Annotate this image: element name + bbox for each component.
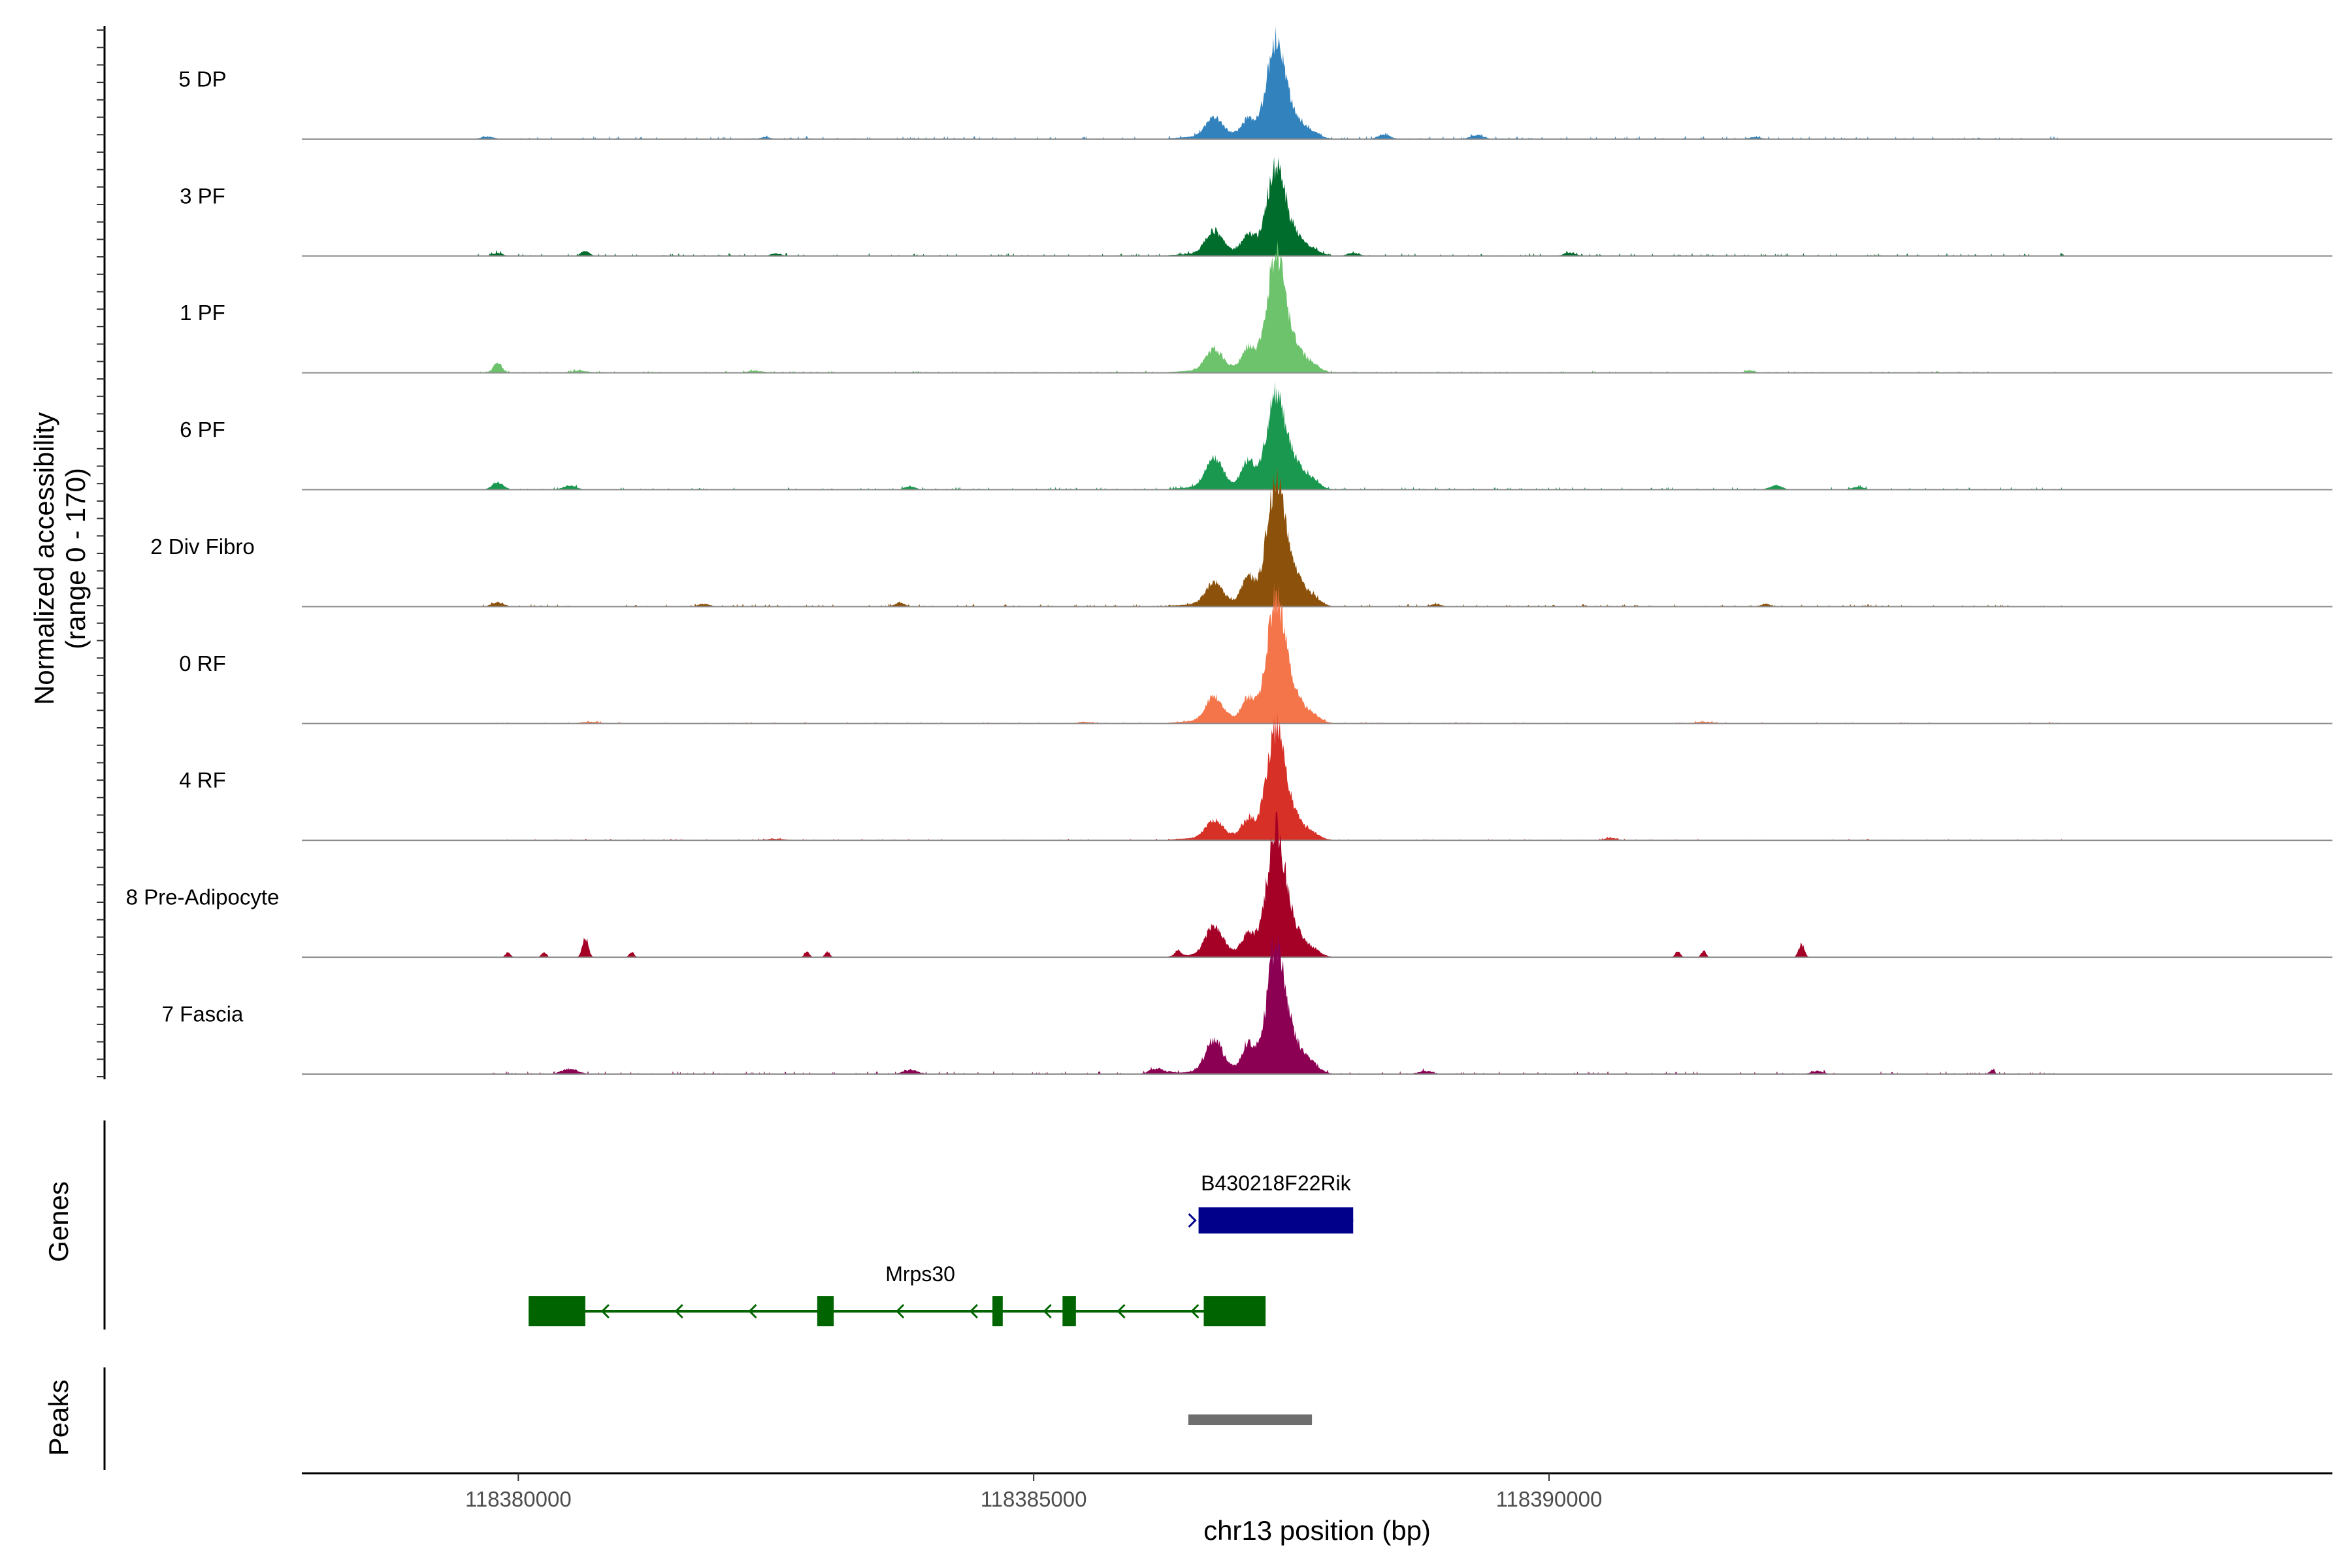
track-4-rf: 4 RF xyxy=(179,713,2332,841)
track-label: 8 Pre-Adipocyte xyxy=(126,885,280,909)
genes-panel: B430218F22Rik Mrps30 xyxy=(103,1120,1354,1330)
track-5-dp: 5 DP xyxy=(178,25,2332,140)
strand-arrow xyxy=(895,1303,905,1319)
peak-region xyxy=(1188,1414,1313,1425)
genes-panel-title: Genes xyxy=(43,1181,74,1262)
track-0-rf: 0 RF xyxy=(179,583,2332,725)
track-8-pre-adipocyte: 8 Pre-Adipocyte xyxy=(126,811,2332,958)
coverage-area xyxy=(302,713,2332,841)
track-label: 5 DP xyxy=(178,67,226,91)
y-axis-title-line1: Normalized accessibility xyxy=(29,412,59,705)
track-label: 3 PF xyxy=(180,184,225,208)
gene-label: Mrps30 xyxy=(885,1262,955,1286)
track-label: 2 Div Fibro xyxy=(150,534,255,559)
x-axis: 118380000 118385000 118390000 xyxy=(302,1472,2332,1511)
y-axis-title-line2: (range 0 - 170) xyxy=(60,468,91,649)
track-label: 1 PF xyxy=(180,301,225,325)
y-axis xyxy=(97,26,106,1079)
track-6-pf: 6 PF xyxy=(180,381,2332,491)
gene-exon xyxy=(1198,1207,1354,1233)
coverage-area xyxy=(302,156,2332,256)
strand-arrow xyxy=(1190,1303,1200,1319)
track-label: 0 RF xyxy=(179,651,226,676)
gene-label: B430218F22Rik xyxy=(1201,1171,1351,1195)
track-2-div-fibro: 2 Div Fibro xyxy=(150,467,2332,608)
gene-mrps30: Mrps30 xyxy=(529,1262,1266,1326)
track-3-pf: 3 PF xyxy=(180,156,2332,257)
x-axis-title: chr13 position (bp) xyxy=(1203,1515,1431,1546)
coverage-tracks: 5 DP 3 PF 1 PF 6 PF 2 Div Fibro 0 RF 4 RF 8 Pre… xyxy=(126,25,2332,1075)
coverage-area xyxy=(302,381,2332,490)
peaks-panel-title: Peaks xyxy=(43,1380,74,1456)
x-tick-label: 118385000 xyxy=(981,1487,1087,1511)
track-7-fascia: 7 Fascia xyxy=(162,932,2332,1075)
gene-exon xyxy=(1062,1296,1076,1326)
track-label: 6 PF xyxy=(180,417,225,442)
track-label: 4 RF xyxy=(179,768,226,792)
coverage-area xyxy=(302,240,2332,373)
x-tick-label: 118380000 xyxy=(465,1487,572,1511)
gene-exon xyxy=(1203,1296,1266,1326)
gene-b430218f22rik: B430218F22Rik xyxy=(1188,1171,1354,1233)
gene-exon xyxy=(817,1296,834,1326)
coverage-area xyxy=(302,25,2332,139)
coverage-area xyxy=(302,811,2332,958)
strand-arrow xyxy=(674,1303,683,1319)
gene-exon xyxy=(529,1296,585,1326)
peaks-panel xyxy=(103,1367,1313,1470)
strand-arrow xyxy=(1043,1303,1052,1319)
track-1-pf: 1 PF xyxy=(180,240,2332,374)
strand-arrow xyxy=(748,1303,757,1319)
track-label: 7 Fascia xyxy=(162,1002,244,1026)
strand-arrow xyxy=(1117,1303,1126,1319)
x-tick-label: 118390000 xyxy=(1496,1487,1603,1511)
strand-arrow xyxy=(600,1303,610,1319)
strand-arrow xyxy=(969,1303,978,1319)
gene-exon xyxy=(992,1296,1003,1326)
strand-arrow xyxy=(1188,1213,1197,1228)
